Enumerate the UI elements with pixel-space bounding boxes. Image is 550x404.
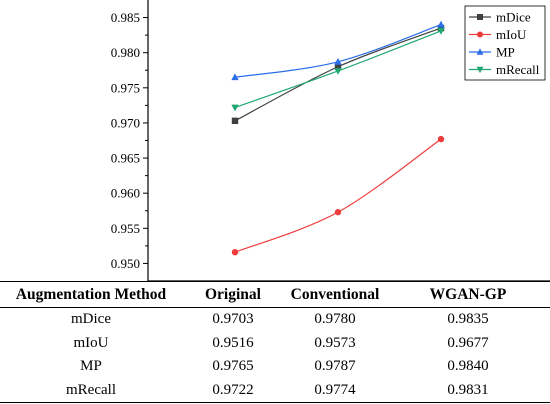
table-cell: mRecall (0, 378, 182, 404)
header-original: Original (182, 281, 284, 308)
y-tick-label: 0.975 (111, 80, 140, 95)
data-point-mp (231, 73, 239, 81)
legend-label-mdice: mDice (496, 10, 531, 25)
data-point-mp (437, 20, 445, 28)
line-chart: 0.950 0.955 0.960 0.965 0.970 0.975 0.980 0.985… (111, 0, 550, 281)
table-cell: MP (80, 358, 102, 375)
header-method: Augmentation Method (0, 281, 182, 308)
data-point-mrecall (334, 68, 342, 75)
data-point-miou (437, 135, 445, 143)
y-tick-label: 0.950 (111, 256, 140, 271)
legend-marker-miou (477, 31, 483, 38)
data-point-miou (231, 248, 239, 256)
data-point-mrecall (231, 104, 239, 112)
y-tick-label: 0.965 (111, 151, 140, 166)
table-cell: 0.9516 (212, 334, 254, 351)
table-cell: 0.9787 (314, 358, 356, 375)
data-point-miou (334, 208, 342, 216)
table-cell: 0.9722 (182, 378, 284, 404)
table-cell: 0.9835 (447, 311, 489, 328)
table-cell: 0.9831 (386, 378, 550, 404)
series-line-miou (234, 138, 442, 253)
legend-label-mrecall: mRecall (496, 62, 540, 77)
data-point-mrecall (437, 28, 445, 35)
data-point-mp (334, 57, 342, 65)
y-tick-label: 0.960 (111, 186, 140, 201)
table-cell: 0.9780 (314, 311, 356, 328)
table-cell: 0.9765 (212, 358, 254, 375)
legend-marker-mdice (477, 14, 483, 20)
results-table: Augmentation Method Original Conventiona… (0, 281, 550, 404)
data-point-mdice (334, 63, 342, 70)
table-cell: 0.9703 (212, 311, 254, 328)
y-tick-label: 0.980 (111, 45, 140, 60)
legend-label-miou: mIoU (496, 27, 527, 42)
legend-marker-mp (476, 48, 484, 55)
data-point-mdice (231, 117, 239, 125)
table-cell: 0.9677 (447, 334, 489, 351)
header-conventional: Conventional (284, 281, 386, 308)
table-row: MP 0.9765 0.9787 0.9840 (0, 355, 550, 379)
table-header-row: Augmentation Method Original Conventiona… (0, 281, 550, 308)
table-cell: mIoU (73, 334, 109, 351)
table-row: mRecall 0.9722 0.9774 0.9831 (0, 378, 550, 404)
table-row: mDice 0.9703 0.9780 0.9835 (0, 308, 550, 332)
legend-label-mp: MP (496, 45, 515, 60)
table-cell: 0.9840 (447, 358, 489, 375)
y-tick-label: 0.985 (111, 10, 140, 25)
y-tick-label: 0.955 (111, 221, 140, 236)
y-tick-label: 0.970 (111, 115, 140, 130)
table-row: mIoU 0.9516 0.9573 0.9677 (0, 332, 550, 356)
table-cell: mDice (71, 311, 111, 328)
table-cell: 0.9774 (284, 378, 386, 404)
table-cell: 0.9573 (314, 334, 356, 351)
header-wgan-gp: WGAN-GP (386, 281, 550, 308)
legend-marker-mrecall (476, 66, 484, 74)
